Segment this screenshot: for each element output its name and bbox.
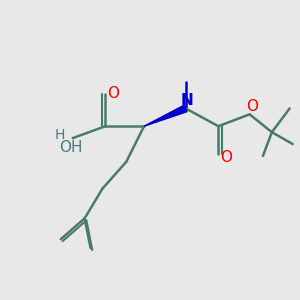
Polygon shape (144, 105, 187, 126)
Text: OH: OH (59, 140, 83, 154)
Text: O: O (246, 99, 258, 114)
Text: N: N (181, 94, 194, 109)
Text: O: O (220, 150, 232, 165)
Text: O: O (107, 86, 119, 101)
Text: H: H (54, 128, 64, 142)
